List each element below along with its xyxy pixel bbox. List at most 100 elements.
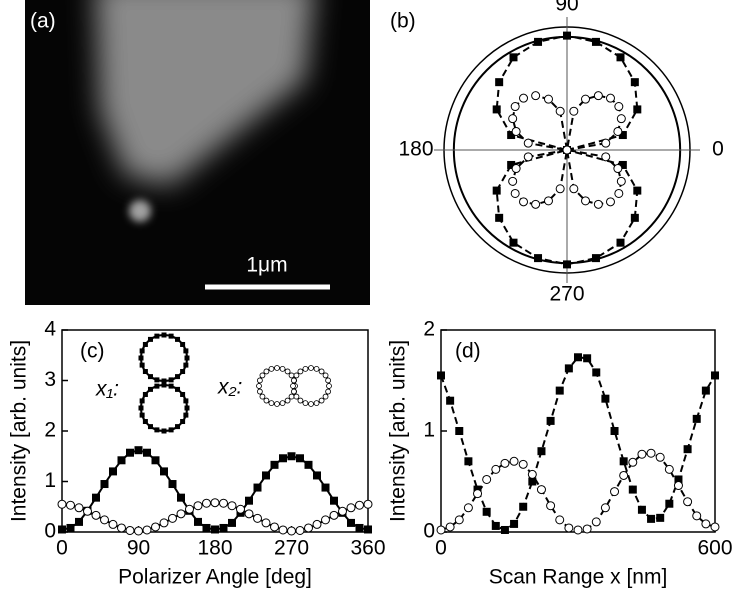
data-point	[83, 506, 92, 516]
inset-marker	[256, 388, 263, 395]
data-point	[616, 238, 625, 247]
data-point	[543, 196, 553, 206]
y-tick-label: 1	[423, 419, 435, 442]
inset-marker	[180, 341, 186, 347]
inset-marker	[318, 397, 325, 404]
data-point	[637, 505, 646, 514]
data-point	[270, 522, 279, 532]
data-point	[600, 503, 610, 513]
data-point	[630, 213, 639, 222]
data-point	[616, 114, 626, 124]
data-point	[614, 188, 624, 198]
data-point	[296, 454, 304, 463]
data-point	[176, 509, 186, 519]
data-point	[363, 499, 373, 509]
data-point	[573, 525, 583, 535]
inset-marker	[290, 377, 297, 384]
data-point	[711, 371, 719, 380]
data-point	[546, 501, 556, 511]
data-point	[616, 176, 626, 186]
data-point	[75, 517, 83, 526]
x-axis-title: Polarizer Angle [deg]	[118, 566, 312, 589]
data-point	[508, 114, 518, 124]
data-point	[492, 105, 501, 114]
x-tick-label: 600	[697, 537, 732, 560]
data-point	[605, 197, 615, 207]
data-point	[701, 386, 710, 395]
angle-label: 270	[549, 283, 584, 306]
data-point	[126, 448, 134, 457]
data-point	[455, 427, 464, 435]
data-point	[531, 91, 541, 101]
panel-label: (d)	[455, 340, 481, 363]
x-axis-title: Scan Range x [nm]	[489, 566, 668, 589]
data-point	[193, 501, 203, 511]
data-point	[236, 504, 245, 514]
data-point	[134, 446, 143, 455]
data-point	[536, 485, 546, 495]
data-point	[692, 414, 701, 423]
x-tick-label: 90	[127, 537, 150, 560]
inset-marker	[284, 368, 291, 375]
inset-marker	[263, 368, 270, 375]
data-point	[555, 106, 565, 116]
data-point	[168, 513, 177, 523]
inset-marker	[168, 377, 174, 383]
data-point	[614, 102, 624, 112]
data-point	[287, 452, 296, 461]
inset-marker	[302, 400, 309, 407]
data-point	[463, 503, 473, 513]
data-point	[244, 509, 254, 519]
data-point	[142, 525, 152, 535]
data-point	[619, 470, 629, 480]
data-point	[202, 498, 211, 508]
data-point	[574, 353, 582, 362]
data-point	[555, 515, 565, 525]
angle-label: 90	[555, 0, 578, 16]
inset-marker	[180, 419, 186, 425]
data-point	[527, 469, 537, 479]
series-line	[440, 356, 716, 532]
data-point	[91, 510, 101, 520]
inset-marker	[161, 382, 167, 388]
data-point	[610, 487, 620, 497]
inset-marker	[263, 397, 270, 404]
inset-marker	[175, 336, 181, 342]
data-point	[100, 515, 109, 525]
data-point	[569, 184, 579, 194]
x-tick-label: 180	[197, 537, 232, 560]
inset-marker	[293, 372, 300, 379]
inset-marker	[175, 386, 181, 392]
data-point	[563, 260, 571, 269]
inset-marker	[147, 374, 153, 380]
data-point	[618, 160, 627, 169]
data-point	[109, 467, 117, 476]
data-point	[228, 518, 236, 527]
y-tick-label: 2	[44, 419, 56, 442]
inset-marker	[154, 383, 160, 389]
inset-marker	[142, 341, 148, 347]
data-point	[500, 525, 509, 534]
data-point	[482, 474, 492, 484]
data-point	[519, 197, 529, 207]
inset-marker	[259, 393, 266, 400]
data-point	[57, 499, 67, 509]
data-point	[278, 525, 288, 535]
data-point	[66, 500, 75, 510]
tip-glow	[95, 0, 313, 185]
data-point	[219, 498, 228, 508]
inset-marker	[154, 427, 160, 433]
data-point	[117, 523, 126, 533]
data-point	[511, 126, 521, 136]
data-point	[321, 515, 330, 525]
y-tick-label: 3	[44, 368, 56, 391]
data-point	[582, 524, 592, 534]
scale-bar-label: 1μm	[246, 254, 287, 277]
data-point	[321, 483, 330, 492]
inset-marker	[288, 372, 295, 379]
panel-label: (b)	[390, 10, 416, 33]
data-point	[664, 464, 674, 474]
data-point	[507, 160, 516, 169]
inset-marker	[256, 377, 263, 384]
data-point	[543, 94, 553, 104]
